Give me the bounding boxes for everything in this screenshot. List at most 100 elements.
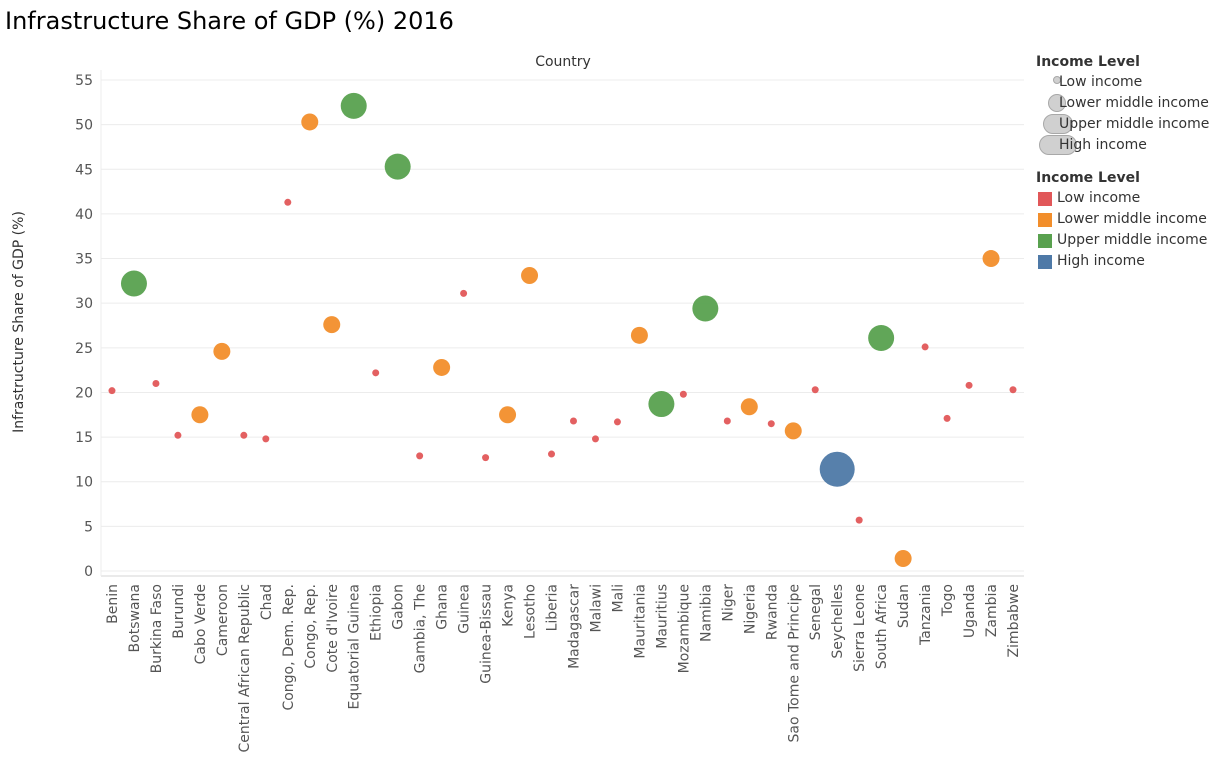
x-tick-label: Central African Republic [237, 584, 253, 753]
color-legend-item[interactable]: Lower middle income [1036, 209, 1211, 230]
color-legend-label: Upper middle income [1057, 232, 1208, 248]
data-point[interactable]: Guinea: 31.1 [460, 289, 468, 297]
color-legend-item[interactable]: Low income [1036, 188, 1211, 209]
data-point[interactable]: Malawi: 14.8 [591, 435, 599, 443]
size-swatch-icon [1053, 76, 1061, 84]
y-tick-label: 50 [75, 118, 93, 134]
x-tick-label: Kenya [501, 584, 517, 627]
data-point[interactable]: Uganda: 20.8 [965, 381, 973, 389]
size-legend-label: Lower middle income [1059, 95, 1209, 111]
data-point[interactable]: Rwanda: 16.5 [767, 420, 775, 428]
y-axis-ticks: 0 5 10 15 20 25 30 35 40 45 50 55 [75, 73, 93, 580]
data-point[interactable]: Madagascar: 16.8 [569, 417, 577, 425]
x-tick-label: Zimbabwe [1006, 584, 1022, 658]
x-tick-label: South Africa [874, 584, 890, 669]
data-point[interactable]: Cabo Verde: 17.5 [191, 406, 209, 424]
data-point[interactable]: Burundi: 15.2 [174, 431, 182, 439]
data-point[interactable]: Congo, Rep.: 50.3 [301, 113, 319, 131]
scatter-chart: Country Infrastructure Share of GDP (%) … [11, 54, 1024, 753]
y-axis-label: Infrastructure Share of GDP (%) [11, 211, 27, 433]
x-tick-label: Madagascar [566, 584, 582, 669]
x-tick-label: Guinea-Bissau [479, 584, 495, 684]
size-legend-label: High income [1059, 137, 1147, 153]
data-points: Benin: 20.2 Botswana: 32.2 Burkina Faso: 2… [108, 92, 1017, 568]
data-point[interactable]: Mozambique: 19.8 [679, 390, 687, 398]
data-point[interactable]: Sudan: 1.4 [894, 550, 912, 568]
data-point[interactable]: Gabon: 45.3 [384, 153, 411, 180]
y-tick-label: 0 [84, 564, 93, 580]
data-point[interactable]: Zambia: 35 [982, 250, 1000, 268]
data-point[interactable]: South Africa: 26.1 [868, 324, 895, 351]
data-point[interactable]: Ghana: 22.8 [433, 358, 451, 376]
x-tick-label: Niger [720, 584, 736, 622]
color-legend-label: Low income [1057, 190, 1141, 206]
data-point[interactable]: Chad: 14.8 [262, 435, 270, 443]
x-axis-label: Country [535, 54, 591, 70]
size-legend-item[interactable]: Low income [1036, 72, 1211, 93]
data-point[interactable]: Senegal: 20.3 [811, 386, 819, 394]
x-tick-label: Ghana [435, 584, 451, 630]
x-tick-label: Mali [610, 584, 626, 612]
x-tick-label: Uganda [962, 584, 978, 638]
color-legend-item[interactable]: High income [1036, 251, 1211, 272]
data-point[interactable]: Central African Republic: 15.2 [240, 431, 248, 439]
x-tick-label: Cote d'Ivoire [325, 584, 341, 673]
y-tick-label: 20 [75, 385, 93, 401]
size-legend-item[interactable]: Upper middle income [1036, 114, 1211, 135]
color-legend-label: Lower middle income [1057, 211, 1207, 227]
data-point[interactable]: Sao Tome and Principe: 15.7 [784, 422, 802, 440]
data-point[interactable]: Togo: 17.1 [943, 414, 951, 422]
x-tick-label: Chad [259, 584, 275, 620]
size-legend: Income Level Low income Lower middle inc… [1036, 54, 1211, 156]
data-point[interactable]: Gambia, The: 12.9 [416, 452, 424, 460]
y-tick-label: 45 [75, 162, 93, 178]
data-point[interactable]: Ethiopia: 22.2 [372, 369, 380, 377]
data-point[interactable]: Liberia: 13.1 [548, 450, 556, 458]
data-point[interactable]: Sierra Leone: 5.7 [855, 516, 863, 524]
data-point[interactable]: Namibia: 29.4 [692, 295, 719, 322]
x-tick-label: Benin [105, 584, 121, 624]
y-tick-label: 55 [75, 73, 93, 89]
data-point[interactable]: Mauritius: 18.7 [648, 391, 675, 418]
size-legend-item[interactable]: Lower middle income [1036, 93, 1211, 114]
x-tick-label: Burkina Faso [149, 584, 165, 673]
x-tick-label: Equatorial Guinea [347, 584, 363, 709]
size-swatch-icon [1048, 94, 1066, 112]
y-tick-label: 30 [75, 296, 93, 312]
data-point[interactable]: Nigeria: 18.4 [740, 398, 758, 416]
x-tick-label: Burundi [171, 584, 187, 639]
data-point[interactable]: Equatorial Guinea: 52.1 [340, 92, 367, 119]
size-legend-label: Upper middle income [1059, 116, 1210, 132]
data-point[interactable]: Cameroon: 24.6 [213, 342, 231, 360]
x-tick-label: Zambia [984, 584, 1000, 637]
data-point[interactable]: Tanzania: 25.1 [921, 343, 929, 351]
x-tick-label: Mauritius [654, 584, 670, 649]
data-point[interactable]: Mali: 16.7 [613, 418, 621, 426]
data-point[interactable]: Benin: 20.2 [108, 387, 116, 395]
data-point[interactable]: Guinea-Bissau: 12.7 [482, 454, 490, 462]
data-point[interactable]: Niger: 16.8 [723, 417, 731, 425]
gridlines [100, 70, 1024, 577]
x-tick-label: Togo [940, 584, 956, 617]
size-legend-item[interactable]: High income [1036, 135, 1211, 156]
y-tick-label: 40 [75, 207, 93, 223]
data-point[interactable]: Cote d'Ivoire: 27.6 [323, 316, 341, 334]
x-tick-label: Cabo Verde [193, 584, 209, 664]
data-point[interactable]: Mauritania: 26.4 [630, 326, 648, 344]
y-tick-label: 10 [75, 475, 93, 491]
x-tick-label: Cameroon [215, 584, 231, 656]
x-axis-ticks: Benin Botswana Burkina Faso Burundi Cabo Ver… [105, 584, 1022, 753]
y-tick-label: 15 [75, 430, 93, 446]
data-point[interactable]: Burkina Faso: 21 [152, 380, 160, 388]
color-legend-item[interactable]: Upper middle income [1036, 230, 1211, 251]
x-tick-label: Malawi [588, 584, 604, 632]
data-point[interactable]: Lesotho: 33.1 [521, 267, 539, 285]
x-tick-label: Mauritania [632, 584, 648, 659]
size-legend-title: Income Level [1036, 54, 1140, 70]
data-point[interactable]: Botswana: 32.2 [120, 270, 147, 297]
data-point[interactable]: Congo, Dem. Rep.: 41.3 [284, 198, 292, 206]
data-point[interactable]: Kenya: 17.5 [499, 406, 517, 424]
data-point[interactable]: Zimbabwe: 20.3 [1009, 386, 1017, 394]
size-swatch-icon [1043, 114, 1073, 134]
data-point[interactable]: Seychelles: 11.4 [819, 451, 855, 487]
